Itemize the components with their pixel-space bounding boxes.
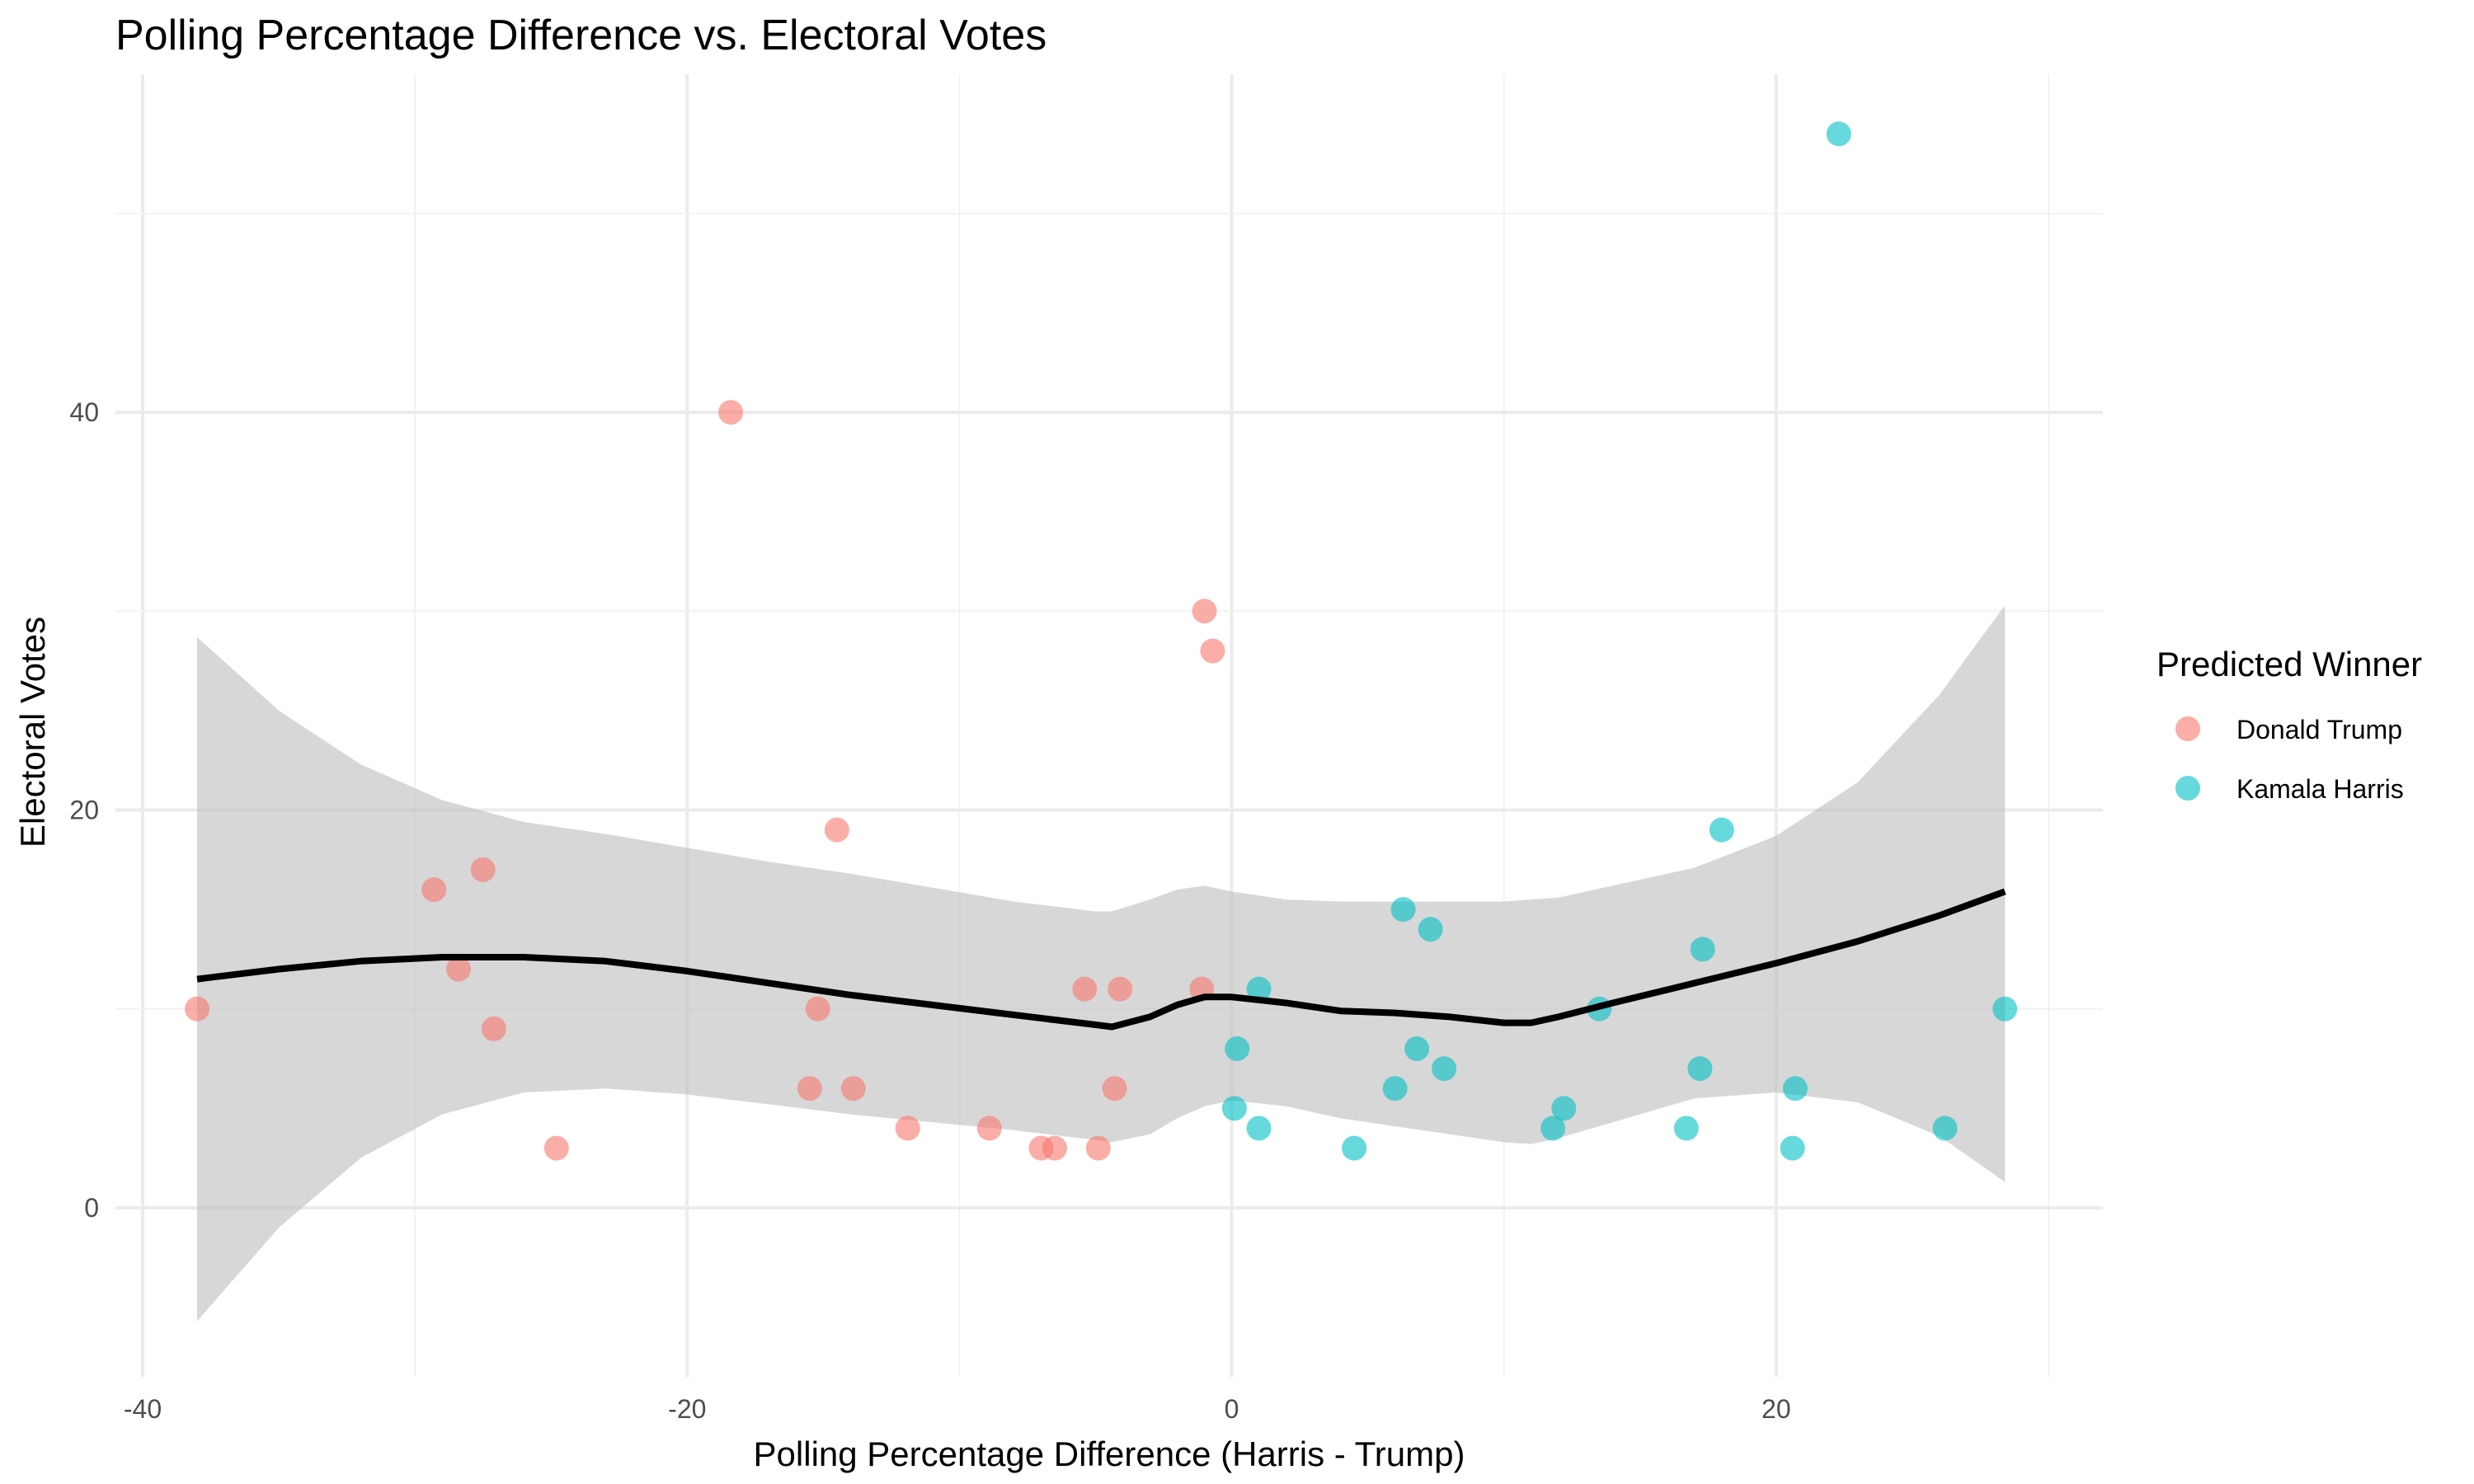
x-tick-label: 20 xyxy=(1761,1394,1791,1424)
legend-title: Predicted Winner xyxy=(2157,645,2422,683)
point-donald-trump xyxy=(1072,976,1098,1002)
point-kamala-harris xyxy=(1418,917,1443,942)
point-kamala-harris xyxy=(1673,1115,1699,1141)
point-kamala-harris xyxy=(1932,1115,1958,1141)
confidence-ribbon xyxy=(197,605,2006,1322)
point-donald-trump xyxy=(805,996,830,1021)
point-donald-trump xyxy=(1102,1076,1127,1101)
point-kamala-harris xyxy=(1221,1096,1247,1121)
point-donald-trump xyxy=(1085,1135,1111,1161)
point-kamala-harris xyxy=(1709,817,1734,843)
point-donald-trump xyxy=(543,1135,569,1161)
point-donald-trump xyxy=(445,956,471,982)
point-kamala-harris xyxy=(1540,1115,1566,1141)
point-donald-trump xyxy=(824,817,849,843)
x-axis-title: Polling Percentage Difference (Harris - … xyxy=(754,1435,1465,1473)
point-donald-trump xyxy=(421,877,447,903)
point-kamala-harris xyxy=(1782,1076,1808,1101)
legend-label-kamala-harris: Kamala Harris xyxy=(2236,774,2404,804)
point-donald-trump xyxy=(1200,638,1225,664)
y-axis-title: Electoral Votes xyxy=(13,617,52,848)
point-kamala-harris xyxy=(1992,996,2018,1021)
tick-labels: -40 -20 0 20 0 20 40 xyxy=(69,397,1790,1424)
point-kamala-harris xyxy=(1551,1096,1577,1121)
point-donald-trump xyxy=(840,1076,866,1101)
point-kamala-harris xyxy=(1246,976,1272,1002)
legend-label-donald-trump: Donald Trump xyxy=(2236,715,2402,744)
point-kamala-harris xyxy=(1225,1036,1250,1061)
point-kamala-harris xyxy=(1390,897,1416,923)
smooth-line-group xyxy=(196,888,2006,1031)
point-donald-trump xyxy=(185,996,210,1021)
point-kamala-harris xyxy=(1780,1135,1805,1161)
point-kamala-harris xyxy=(1690,937,1715,962)
smooth-line xyxy=(196,888,2006,1031)
y-tick-label: 20 xyxy=(69,796,99,825)
point-donald-trump xyxy=(481,1016,506,1041)
point-donald-trump xyxy=(1042,1135,1067,1161)
y-tick-label: 0 xyxy=(84,1193,99,1223)
point-kamala-harris xyxy=(1342,1135,1367,1161)
x-tick-label: -40 xyxy=(124,1394,162,1424)
point-kamala-harris xyxy=(1246,1115,1272,1141)
point-kamala-harris xyxy=(1382,1076,1408,1101)
y-tick-label: 40 xyxy=(69,397,99,427)
points-group xyxy=(185,121,2018,1161)
x-tick-label: -20 xyxy=(668,1394,706,1424)
point-kamala-harris xyxy=(1404,1036,1430,1061)
point-donald-trump xyxy=(718,400,744,425)
grid xyxy=(115,74,2103,1377)
point-donald-trump xyxy=(895,1115,920,1141)
point-donald-trump xyxy=(470,857,496,882)
x-tick-label: 0 xyxy=(1225,1394,1239,1424)
point-donald-trump xyxy=(976,1115,1002,1141)
legend-key-kamala-harris xyxy=(2175,776,2200,801)
chart-title: Polling Percentage Difference vs. Electo… xyxy=(115,12,1047,59)
point-donald-trump xyxy=(1108,976,1133,1002)
point-donald-trump xyxy=(797,1076,822,1101)
confidence-ribbon-group xyxy=(197,605,2006,1322)
legend-key-donald-trump xyxy=(2175,716,2200,741)
point-kamala-harris xyxy=(1687,1056,1713,1082)
point-kamala-harris xyxy=(1826,121,1851,147)
point-kamala-harris xyxy=(1432,1056,1457,1082)
point-donald-trump xyxy=(1192,599,1217,624)
legend: Predicted Winner Donald Trump Kamala Har… xyxy=(2157,645,2422,804)
